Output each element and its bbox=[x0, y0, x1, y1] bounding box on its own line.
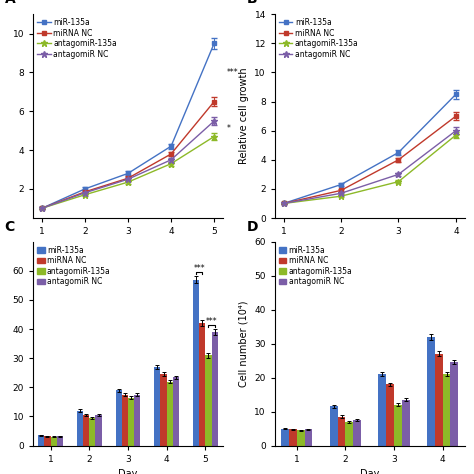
Bar bbox=[346, 422, 353, 446]
Bar bbox=[57, 436, 63, 446]
Bar bbox=[134, 394, 140, 446]
Text: C: C bbox=[5, 219, 15, 234]
Text: A: A bbox=[5, 0, 16, 6]
Legend: miR-135a, miRNA NC, antagomiR-135a, antagomiR NC: miR-135a, miRNA NC, antagomiR-135a, anta… bbox=[279, 246, 353, 286]
X-axis label: Day: Day bbox=[118, 469, 137, 474]
Bar bbox=[427, 337, 435, 446]
Bar bbox=[193, 280, 199, 446]
Bar bbox=[443, 374, 450, 446]
Legend: miR-135a, miRNA NC, antagomiR-135a, antagomiR NC: miR-135a, miRNA NC, antagomiR-135a, anta… bbox=[279, 18, 358, 59]
Bar bbox=[77, 410, 83, 446]
Bar bbox=[289, 429, 297, 446]
X-axis label: Day: Day bbox=[118, 242, 137, 252]
Bar bbox=[435, 354, 443, 446]
Bar bbox=[205, 356, 211, 446]
Bar bbox=[394, 405, 402, 446]
Bar bbox=[173, 377, 179, 446]
Text: ***: *** bbox=[193, 264, 205, 273]
Y-axis label: Relative cell growth: Relative cell growth bbox=[239, 68, 249, 164]
Bar bbox=[386, 384, 394, 446]
Bar bbox=[337, 417, 346, 446]
Y-axis label: Cell number (10⁴): Cell number (10⁴) bbox=[239, 301, 249, 387]
Bar bbox=[402, 400, 410, 446]
Legend: miR-135a, miRNA NC, antagomiR-135a, antagomiR NC: miR-135a, miRNA NC, antagomiR-135a, anta… bbox=[37, 246, 111, 286]
Text: B: B bbox=[246, 0, 257, 6]
Bar bbox=[161, 374, 167, 446]
Bar bbox=[353, 420, 361, 446]
Bar bbox=[211, 332, 218, 446]
Bar bbox=[330, 407, 337, 446]
X-axis label: Day: Day bbox=[360, 469, 379, 474]
Bar bbox=[83, 415, 89, 446]
Bar bbox=[199, 323, 205, 446]
Bar bbox=[89, 418, 95, 446]
Bar bbox=[116, 390, 122, 446]
Bar bbox=[122, 394, 128, 446]
Bar bbox=[450, 362, 458, 446]
Bar bbox=[378, 374, 386, 446]
Bar bbox=[167, 382, 173, 446]
Bar bbox=[45, 436, 51, 446]
X-axis label: Day: Day bbox=[360, 242, 379, 252]
Bar bbox=[95, 415, 101, 446]
Legend: miR-135a, miRNA NC, antagomiR-135a, antagomiR NC: miR-135a, miRNA NC, antagomiR-135a, anta… bbox=[37, 18, 117, 59]
Text: ***: *** bbox=[206, 317, 218, 326]
Text: ***: *** bbox=[227, 68, 239, 77]
Bar bbox=[305, 429, 312, 446]
Bar bbox=[38, 435, 45, 446]
Bar bbox=[297, 430, 305, 446]
Bar bbox=[281, 428, 289, 446]
Text: *: * bbox=[227, 124, 231, 133]
Bar bbox=[155, 367, 161, 446]
Bar bbox=[128, 398, 134, 446]
Text: D: D bbox=[246, 219, 258, 234]
Bar bbox=[51, 437, 57, 446]
